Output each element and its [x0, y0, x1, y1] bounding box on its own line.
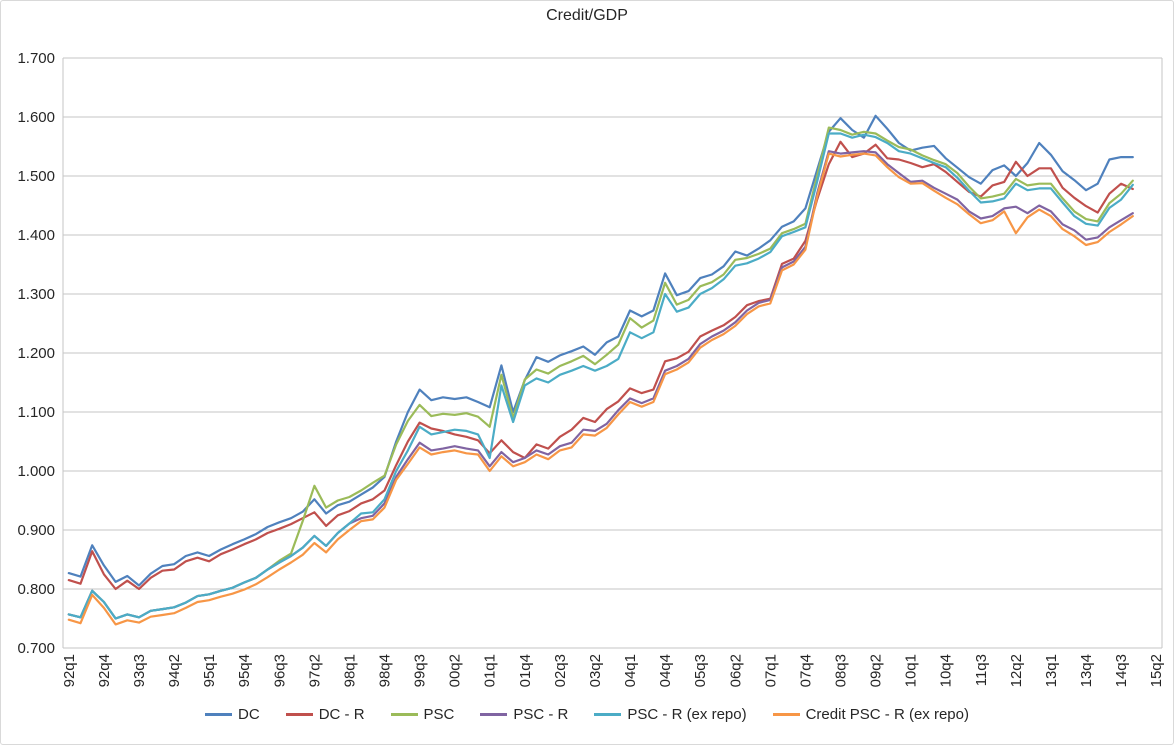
series-line-psc-r — [67, 150, 1134, 620]
y-axis-tick-label: 0.900 — [17, 522, 55, 539]
x-axis-tick-label: 96q3 — [271, 654, 288, 687]
x-axis-tick-label: 02q3 — [552, 654, 569, 687]
x-axis-tick-label: 13q1 — [1043, 654, 1060, 687]
y-axis-tick-label: 1.200 — [17, 345, 55, 362]
legend-label: PSC - R — [513, 706, 569, 723]
series-line-psc-r-ex-repo- — [67, 132, 1134, 620]
legend-line-swatch — [205, 713, 233, 716]
legend-label: Credit PSC - R (ex repo) — [805, 706, 969, 723]
legend-line-swatch — [772, 713, 800, 716]
x-axis-tick-label: 13q4 — [1078, 654, 1095, 687]
legend-line-swatch — [594, 713, 622, 716]
legend-item: PSC — [390, 706, 455, 723]
y-axis-tick-label: 1.600 — [17, 109, 55, 126]
legend-label: DC - R — [318, 706, 365, 723]
legend-label: PSC — [423, 706, 455, 723]
y-axis-tick-label: 1.700 — [17, 50, 55, 67]
y-axis-tick-label: 1.500 — [17, 168, 55, 185]
chart-title: Credit/GDP — [546, 7, 628, 24]
x-axis-tick-label: 08q3 — [832, 654, 849, 687]
x-axis-tick-label: 93q3 — [131, 654, 148, 687]
x-axis-tick-label: 07q4 — [797, 654, 814, 687]
legend-label: DC — [238, 706, 260, 723]
x-axis-tick-label: 09q2 — [868, 654, 885, 687]
legend-item: DC — [205, 706, 260, 723]
plot-area: 1.700 1.600 1.500 1.400 1.300 1.200 1.100 1.000… — [17, 50, 1165, 687]
series-line-credit-psc-r-ex-repo- — [67, 152, 1134, 626]
x-axis-tick-label: 98q1 — [341, 654, 358, 687]
y-axis-tick-label: 0.700 — [17, 640, 55, 657]
x-axis-tick-label: 11q3 — [973, 654, 990, 686]
x-axis-tick-label: 99q3 — [412, 654, 429, 687]
x-axis-tick-label: 95q4 — [236, 654, 253, 687]
x-axis-tick-label: 04q4 — [657, 654, 674, 687]
x-axis-tick-label: 00q2 — [447, 654, 464, 687]
x-axis-tick-label: 01q1 — [482, 654, 499, 687]
y-axis-tick-label: 0.800 — [17, 581, 55, 598]
legend-line-swatch — [285, 713, 313, 716]
legend-item: PSC - R (ex repo) — [594, 706, 747, 723]
x-axis-tick-label: 07q1 — [762, 654, 779, 687]
series-line-dc-r — [67, 140, 1134, 591]
legend-line-swatch — [390, 713, 418, 716]
x-axis-tick-label: 15q2 — [1148, 654, 1165, 687]
x-axis-tick-label: 92q4 — [96, 654, 113, 687]
x-axis-tick-label: 95q1 — [201, 654, 218, 687]
legend-item: Credit PSC - R (ex repo) — [772, 706, 969, 723]
x-axis-tick-label: 12q2 — [1008, 654, 1025, 687]
x-axis-tick-label: 94q2 — [166, 654, 183, 687]
x-axis-tick-label: 14q3 — [1113, 654, 1130, 687]
x-axis-tick-label: 06q2 — [727, 654, 744, 687]
y-axis-tick-label: 1.000 — [17, 463, 55, 480]
legend-item: DC - R — [285, 706, 365, 723]
x-axis-tick-label: 01q4 — [517, 654, 534, 687]
x-axis-tick-label: 04q1 — [622, 654, 639, 687]
x-axis-tick-label: 03q2 — [587, 654, 604, 687]
legend-item: PSC - R — [480, 706, 568, 723]
x-axis-tick-label: 97q2 — [306, 654, 323, 687]
x-axis-tick-label: 05q3 — [692, 654, 709, 687]
x-axis-tick-label: 92q1 — [61, 654, 78, 687]
chart-legend: DC DC - R PSC PSC - R PSC - R (ex repo) Credi… — [1, 706, 1173, 723]
x-axis-tick-label: 10q1 — [903, 654, 920, 687]
legend-line-swatch — [480, 713, 508, 716]
y-axis-tick-label: 1.400 — [17, 227, 55, 244]
legend-label: PSC - R (ex repo) — [627, 706, 747, 723]
y-axis-tick-label: 1.100 — [17, 404, 55, 421]
y-axis-tick-label: 1.300 — [17, 286, 55, 303]
x-axis-tick-label: 10q4 — [938, 654, 955, 687]
x-axis-tick-label: 98q4 — [377, 654, 394, 687]
series-line-dc — [67, 114, 1134, 587]
